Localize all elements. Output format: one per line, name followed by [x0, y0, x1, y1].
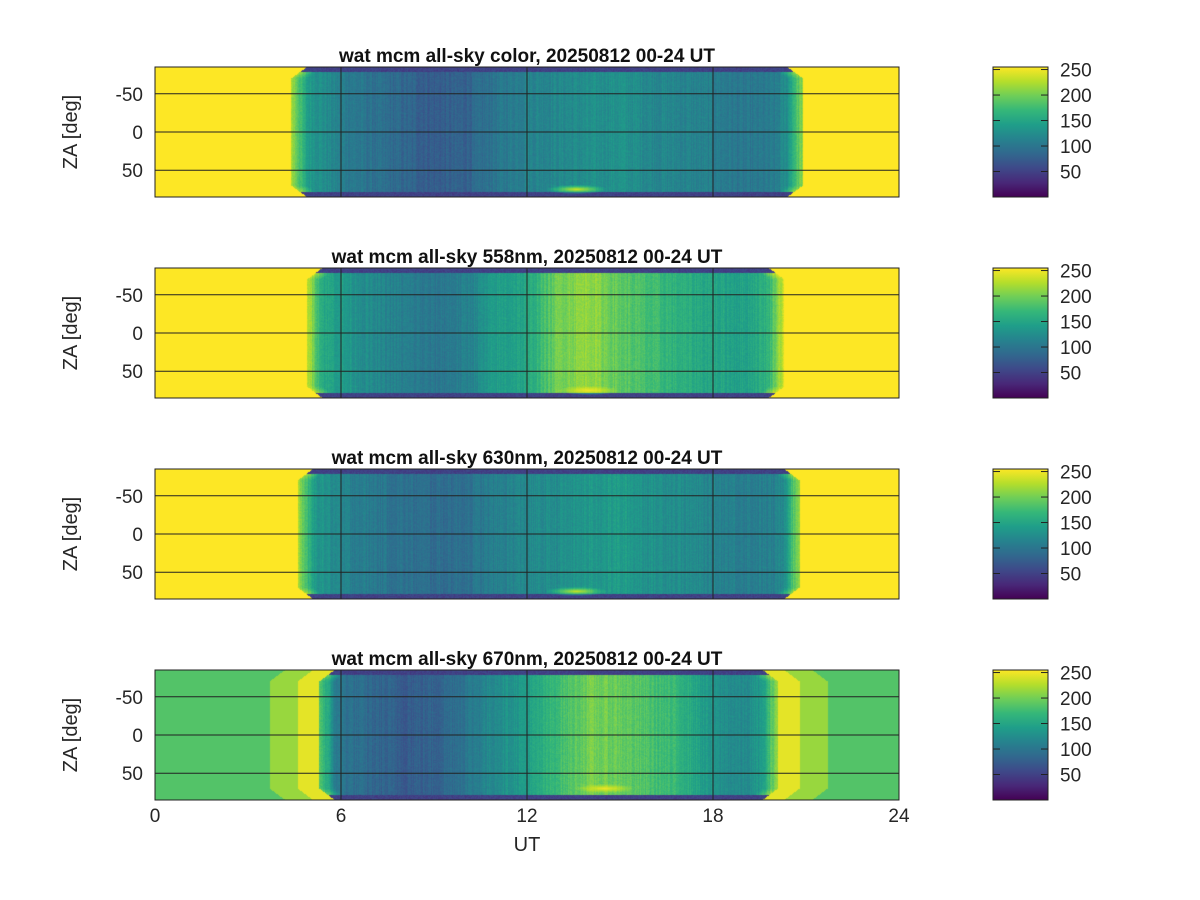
x-axis-label: UT: [514, 834, 541, 856]
ytick-label: -50: [116, 487, 143, 508]
colorbar-tick-label: 150: [1060, 313, 1092, 334]
colorbar-tick-label: 200: [1060, 287, 1092, 308]
ytick-label: 50: [122, 764, 143, 785]
ytick-label: 0: [132, 525, 143, 546]
xtick-label: 6: [336, 806, 347, 827]
ytick-label: 0: [132, 726, 143, 747]
panel-title: wat mcm all-sky 558nm, 20250812 00-24 UT: [331, 247, 723, 268]
panel-670nm: -50 0 50 ZA [deg] wat mcm all-sky 670nm, 202…: [60, 649, 1092, 801]
axes-box: [154, 468, 900, 600]
colorbar-color: [992, 66, 1049, 198]
colorbar-630nm: [992, 468, 1049, 600]
colorbar-tick-label: 50: [1060, 565, 1081, 586]
panel-630nm: -50 0 50 ZA [deg] wat mcm all-sky 630nm, 202…: [60, 448, 1092, 600]
colorbar-tick-label: 200: [1060, 689, 1092, 710]
colorbar-tick-label: 100: [1060, 338, 1092, 359]
colorbar-tick-label: 250: [1060, 664, 1092, 685]
panel-558nm: -50 0 50 ZA [deg] wat mcm all-sky 558nm, 202…: [60, 247, 1092, 399]
colorbar-tick-label: 50: [1060, 163, 1081, 184]
colorbar-tick-label: 150: [1060, 514, 1092, 535]
colorbar-tick-label: 200: [1060, 488, 1092, 509]
colorbar-558nm: [992, 267, 1049, 399]
y-axis-label: ZA [deg]: [60, 296, 82, 371]
colorbar-tick-label: 250: [1060, 262, 1092, 283]
colorbar-tick-label: 50: [1060, 364, 1081, 385]
colorbar-tick-label: 150: [1060, 112, 1092, 133]
colorbar-tick-label: 150: [1060, 715, 1092, 736]
colorbar-tick-label: 250: [1060, 61, 1092, 82]
axes-box: [154, 66, 900, 198]
xtick-label: 24: [888, 806, 910, 827]
ytick-label: -50: [116, 85, 143, 106]
colorbar-tick-label: 50: [1060, 766, 1081, 787]
y-axis-label: ZA [deg]: [60, 497, 82, 572]
ytick-label: 0: [132, 324, 143, 345]
axes-box: [154, 669, 900, 801]
xtick-label: 18: [702, 806, 723, 827]
y-axis-label: ZA [deg]: [60, 698, 82, 773]
panel-color: -50 0 50 ZA [deg] wat mcm all-sky color, 202…: [60, 46, 1092, 198]
colorbar-tick-label: 100: [1060, 740, 1092, 761]
ytick-label: 0: [132, 123, 143, 144]
axes-box: [154, 267, 900, 399]
colorbar-tick-label: 200: [1060, 86, 1092, 107]
ytick-label: 50: [122, 161, 143, 182]
colorbar-tick-label: 100: [1060, 539, 1092, 560]
panel-title: wat mcm all-sky color, 20250812 00-24 UT: [338, 46, 715, 67]
ytick-label: 50: [122, 563, 143, 584]
xtick-label: 12: [516, 806, 537, 827]
xtick-label: 0: [150, 806, 161, 827]
colorbar-tick-label: 250: [1060, 463, 1092, 484]
ytick-label: -50: [116, 688, 143, 709]
ytick-label: -50: [116, 286, 143, 307]
ytick-label: 50: [122, 362, 143, 383]
y-axis-label: ZA [deg]: [60, 95, 82, 170]
colorbar-670nm: [992, 669, 1049, 801]
panel-title: wat mcm all-sky 630nm, 20250812 00-24 UT: [331, 448, 723, 469]
panel-title: wat mcm all-sky 670nm, 20250812 00-24 UT: [331, 649, 723, 670]
colorbar-tick-label: 100: [1060, 137, 1092, 158]
